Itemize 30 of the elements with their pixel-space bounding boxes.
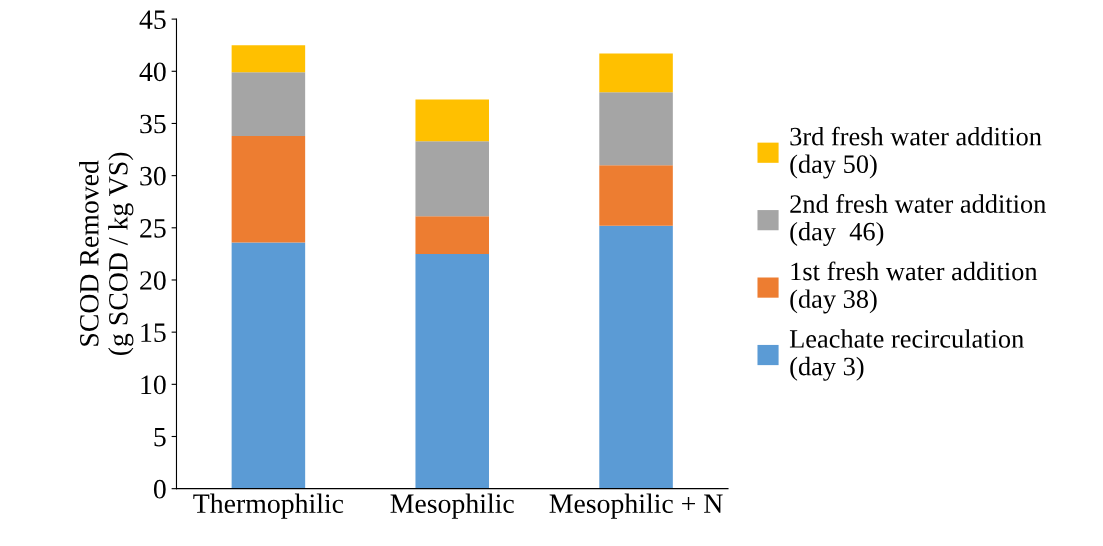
- bar: [599, 225, 673, 489]
- y-tick-label: 30: [140, 166, 166, 186]
- y-tick-label: 40: [139, 62, 166, 82]
- legend-label: 1st fresh water addition (day 38): [790, 261, 1038, 314]
- x-tick-label: Thermophilic: [193, 493, 344, 519]
- x-tick-label: Mesophilic: [390, 493, 514, 519]
- y-tick-label: 35: [140, 114, 166, 134]
- y-axis-title: SCOD Removed (g SCOD / kg VS): [79, 152, 134, 356]
- bar: [231, 135, 306, 243]
- legend-label: 3rd fresh water addition (day 50): [790, 126, 1042, 179]
- x-tick-label: Mesophilic + N: [549, 493, 723, 519]
- y-tick-label: 5: [154, 427, 166, 447]
- bar: [415, 99, 489, 142]
- bar: [231, 72, 306, 136]
- bar: [599, 165, 673, 226]
- bar: [231, 242, 306, 489]
- y-tick-label: 10: [141, 375, 166, 395]
- bar: [231, 45, 306, 73]
- y-tick-label: 15: [141, 323, 166, 343]
- y-tick-label: 0: [153, 479, 166, 499]
- bar: [599, 92, 673, 166]
- bar: [415, 253, 489, 489]
- bar: [599, 53, 673, 93]
- bar: [415, 141, 489, 217]
- bar: [415, 216, 489, 254]
- y-tick-label: 20: [140, 271, 166, 290]
- legend-label: Leachate recirculation (day 3): [789, 329, 1024, 381]
- y-tick-label: 25: [140, 219, 166, 238]
- legend-label: 2nd fresh water addition (day 46): [790, 194, 1046, 246]
- y-tick-label: 45: [139, 10, 166, 30]
